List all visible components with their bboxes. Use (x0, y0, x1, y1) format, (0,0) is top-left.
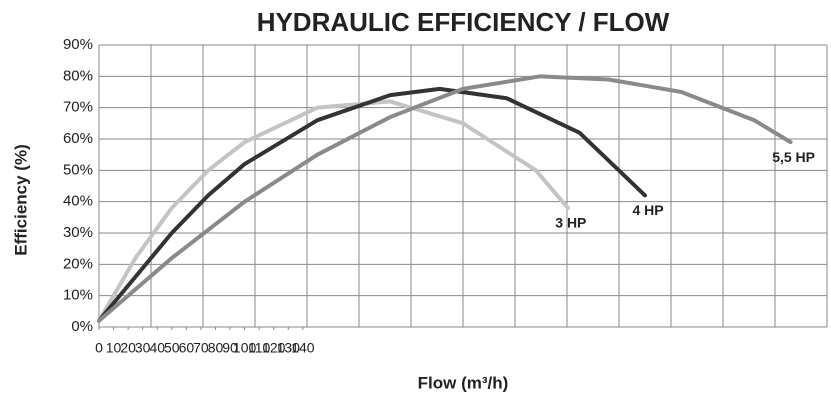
y-tick-label: 80% (63, 67, 93, 84)
x-tick-label: 30 (135, 340, 151, 356)
y-tick-label: 40% (63, 193, 93, 210)
y-tick-label: 90% (63, 36, 93, 53)
x-axis-label: Flow (m³/h) (418, 373, 509, 392)
series-label: 5,5 HP (772, 149, 815, 165)
x-tick-label: 60 (179, 340, 195, 356)
x-tick-label: 90 (222, 340, 238, 356)
x-tick-label: 50 (164, 340, 180, 356)
chart-title: HYDRAULIC EFFICIENCY / FLOW (257, 7, 670, 37)
y-tick-label: 50% (63, 161, 93, 178)
y-tick-label: 0% (71, 318, 93, 335)
series-label: 3 HP (555, 215, 586, 231)
x-tick-label: 140 (291, 340, 315, 356)
y-tick-label: 20% (63, 255, 93, 272)
series-line (97, 86, 647, 323)
series-label: 4 HP (632, 202, 663, 218)
x-tick-label: 110 (248, 340, 271, 356)
x-tick-label: 0 (95, 340, 103, 356)
y-tick-label: 70% (63, 99, 93, 116)
x-tick-label: 20 (120, 340, 136, 356)
series-line (97, 74, 793, 323)
x-tick-label: 100 (233, 340, 257, 356)
x-tick-label: 120 (262, 340, 286, 356)
y-axis-label: Efficiency (%) (11, 144, 30, 255)
x-tick-label: 40 (149, 340, 165, 356)
x-tick-label: 80 (208, 340, 224, 356)
y-tick-label: 10% (63, 287, 93, 304)
x-tick-label: 70 (193, 340, 209, 356)
x-tick-label: 130 (277, 340, 301, 356)
y-tick-label: 30% (63, 224, 93, 241)
y-tick-label: 60% (63, 130, 93, 147)
x-tick-label: 10 (106, 340, 122, 356)
series-line (97, 99, 570, 323)
